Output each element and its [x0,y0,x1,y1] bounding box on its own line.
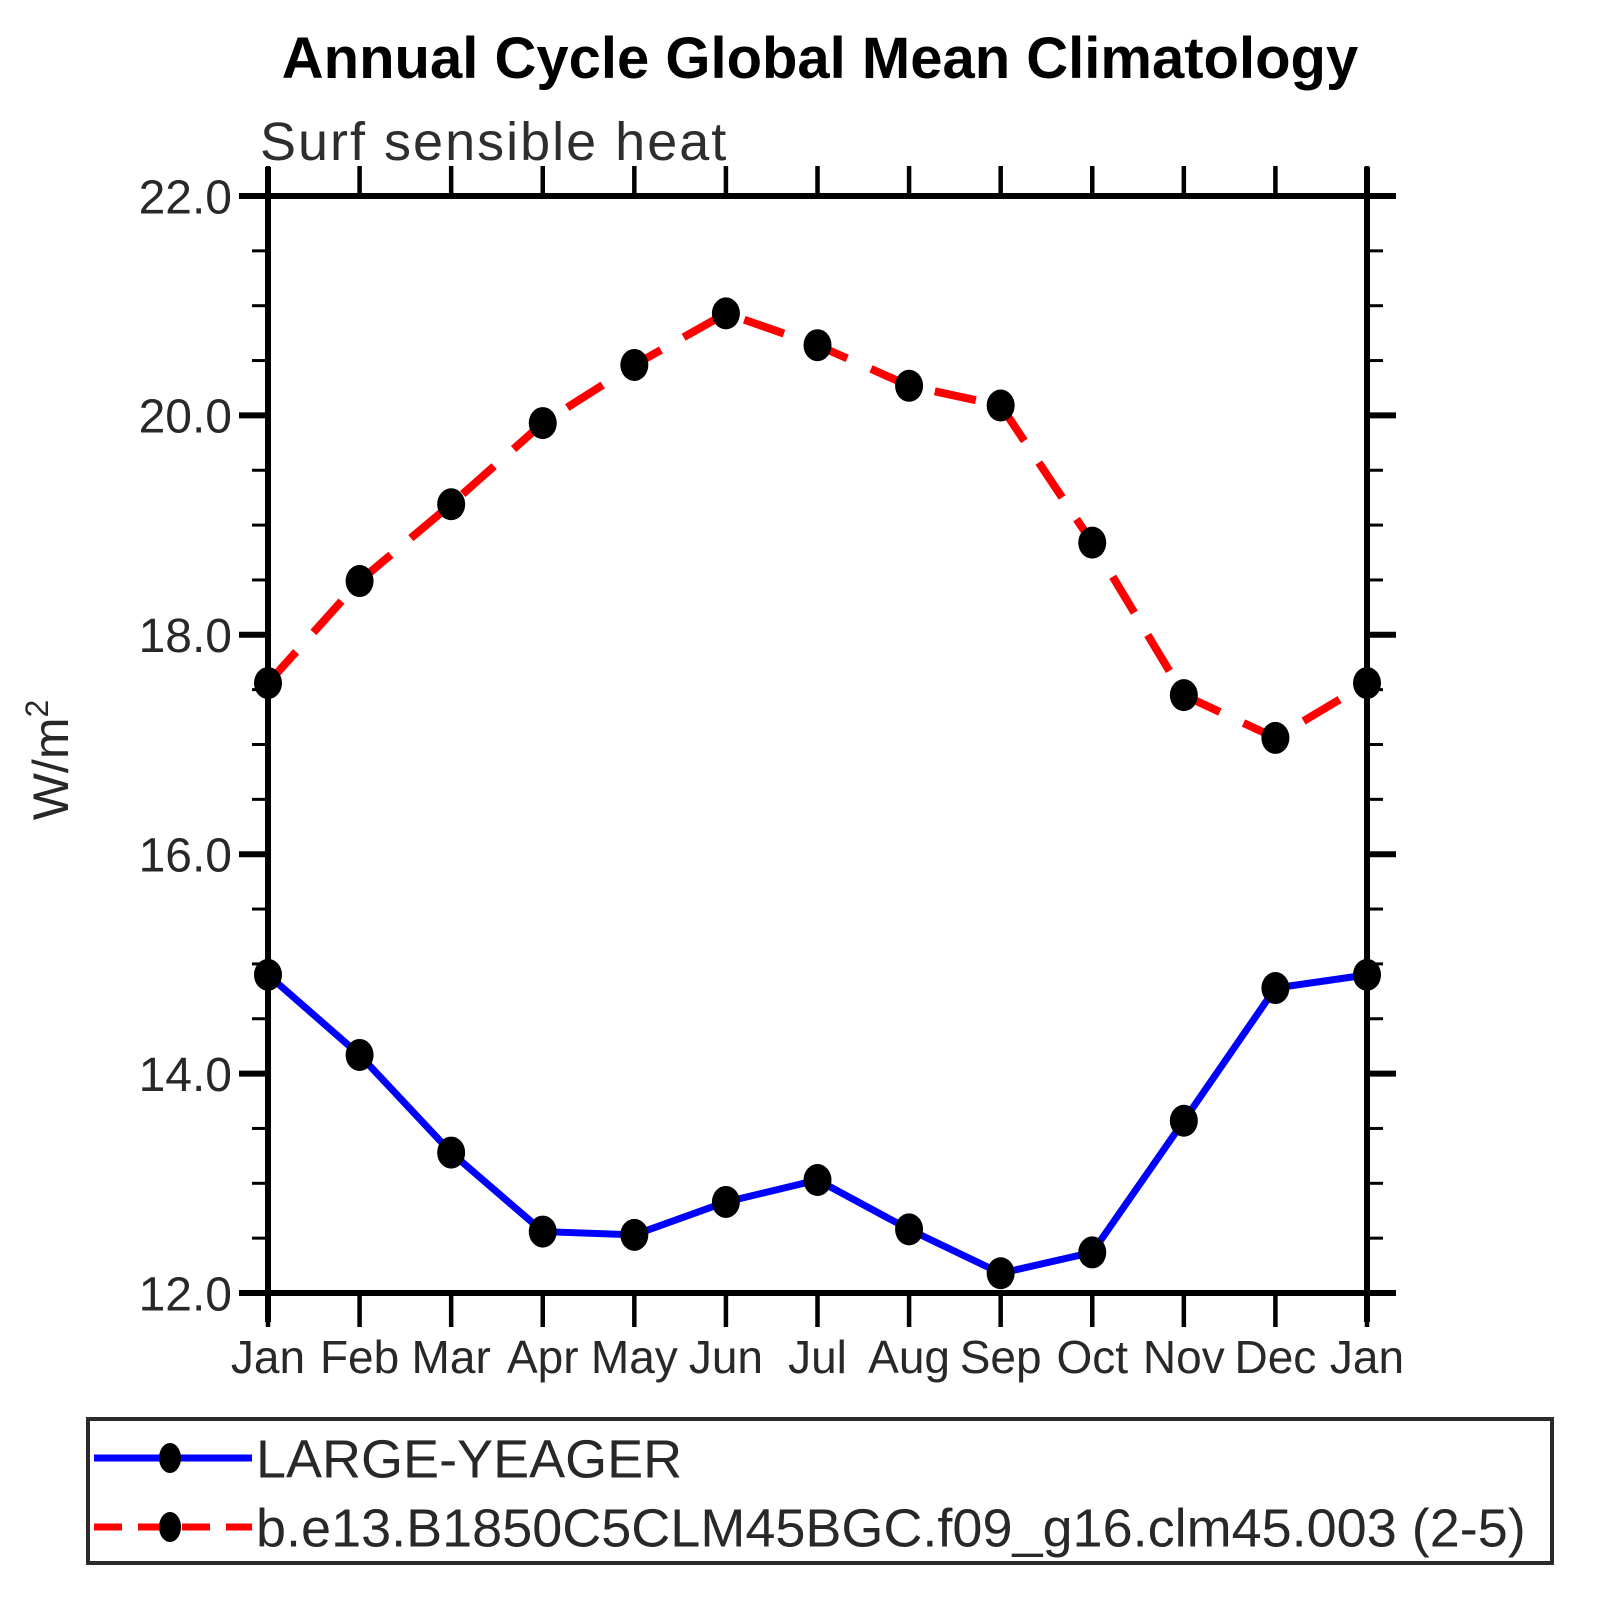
y-axis-label: W/m2 [19,700,79,821]
y-tick-label: 20.0 [139,391,232,444]
x-tick-label: Nov [1143,1331,1225,1383]
series-1-marker-Jun [711,297,740,330]
series-line-1 [265,309,1370,743]
x-tick-labels: Jan Feb Mar Apr May Jun Jul Aug Sep Oct Nov Dec Jan [231,1331,1404,1383]
series-0-marker-Feb [345,1038,374,1071]
series-1-marker-Apr [528,407,557,440]
legend-box: LARGE-YEAGER b.e13.B1850C5CLM45BGC.f09_g… [86,1417,1554,1565]
legend-border [86,1417,1554,1565]
x-tick-label: Apr [507,1331,579,1383]
x-tick-label: Aug [868,1331,950,1383]
page-title: Annual Cycle Global Mean Climatology [282,26,1358,91]
x-tick-label: Jan [231,1331,305,1383]
y-tick-label: 22.0 [139,171,232,224]
series-0-marker-Jan [1353,958,1381,991]
series-0-marker-Apr [528,1215,557,1248]
x-tick-label: Dec [1235,1331,1317,1383]
series-0-marker-May [620,1218,649,1251]
series-1-marker-Jan [254,667,282,700]
series-1-marker-Jan [1353,667,1381,700]
series-0-marker-Sep [986,1257,1015,1290]
chart-subtitle: Surf sensible heat [260,112,728,172]
x-tick-label: Mar [412,1331,491,1383]
series-0-marker-Jun [711,1185,740,1218]
series-1-marker-Dec [1261,721,1290,754]
series-0-marker-Nov [1169,1104,1198,1137]
series-0-marker-Jan [254,958,282,991]
y-tick-label: 14.0 [139,1049,232,1102]
x-tick-label: Feb [320,1331,399,1383]
y-tick-label: 12.0 [139,1268,232,1321]
series-1-marker-Aug [895,369,924,402]
series-1-marker-May [620,348,649,381]
series-0-marker-Mar [437,1136,466,1169]
x-axis-ticks [265,166,1370,1327]
y-tick-label: 18.0 [139,610,232,663]
x-tick-label: Jun [689,1331,763,1383]
x-tick-label: Oct [1056,1331,1128,1383]
series-line-0 [265,971,1368,1277]
series-0-marker-Dec [1261,972,1290,1005]
series-1-marker-Sep [986,389,1015,422]
series-1-marker-Mar [437,488,466,521]
y-tick-label: 16.0 [139,829,232,882]
x-tick-label: Jul [788,1331,847,1383]
legend-label-large-yeager: LARGE-YEAGER [256,1429,682,1489]
data-series [254,297,1381,1290]
legend-label-model-run: b.e13.B1850C5CLM45BGC.f09_g16.clm45.003 … [256,1498,1526,1558]
legend-marker-large-yeager [159,1443,181,1473]
series-1-marker-Feb [345,565,374,598]
series-1-marker-Jul [803,329,832,362]
y-axis-ticks [239,193,1396,1296]
x-tick-label: Sep [960,1331,1042,1383]
series-1-marker-Oct [1078,526,1107,559]
legend-marker-model-run [159,1512,181,1542]
series-0-marker-Oct [1078,1236,1107,1269]
series-0-marker-Aug [895,1213,924,1246]
x-tick-label: Jan [1330,1331,1404,1383]
series-1-marker-Nov [1169,679,1198,712]
series-0-marker-Jul [803,1164,832,1197]
y-tick-labels: 12.0 14.0 16.0 18.0 20.0 22.0 [139,171,232,1321]
x-tick-label: May [591,1331,678,1383]
